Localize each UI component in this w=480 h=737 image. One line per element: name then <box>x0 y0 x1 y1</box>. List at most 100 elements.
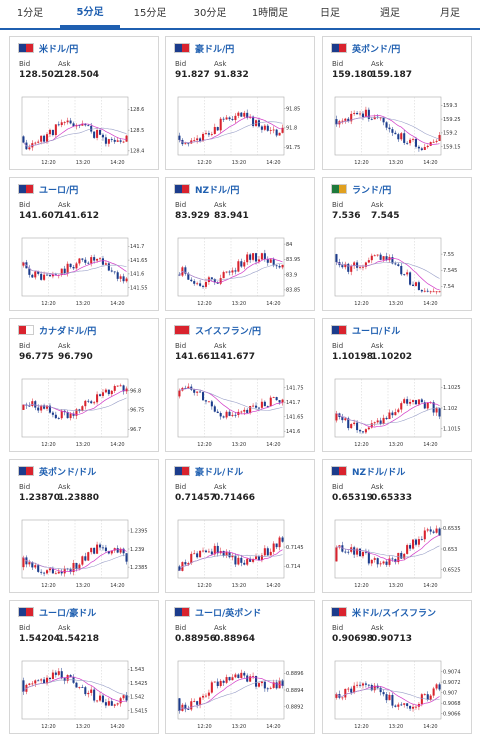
candle-body <box>403 274 406 276</box>
candlestick-chart: 0.7145 0.714 12:20 13:20 14:20 <box>177 519 304 589</box>
y-tick-label: 0.7145 <box>286 545 304 551</box>
candle-body <box>350 265 353 272</box>
rate-card[interactable]: ユーロ/英ポンド Bid Ask 0.889560.88964 0.8896 0.8894… <box>165 600 315 734</box>
candle-body <box>113 271 116 273</box>
pair-name[interactable]: 豪ドル/ドル <box>195 467 244 478</box>
rate-card[interactable]: 米ドル/円 Bid Ask 128.502128.504 128.6 128.5 128.4… <box>9 36 159 170</box>
rate-card[interactable]: 英ポンド/ドル Bid Ask 1.238701.23880 1.2395 1.239 1.… <box>9 459 159 593</box>
candle-body <box>353 685 356 693</box>
pair-name[interactable]: 米ドル/スイスフラン <box>352 608 437 619</box>
tab-3[interactable]: 30分足 <box>193 8 227 19</box>
card-header: 豪ドル/円 <box>174 42 235 55</box>
candle-body <box>119 385 122 387</box>
rate-card[interactable]: 豪ドル/円 Bid Ask 91.827 91.832 91.85 91.8 91.75 12:… <box>165 36 315 170</box>
mini-chart[interactable]: 0.9074 0.9072 0.907 0.9068 0.9066 12:20 13:20 1… <box>329 657 467 731</box>
mini-chart[interactable]: 141.75 141.7 141.65 141.6 12:20 13:20 14:20 <box>172 375 310 449</box>
tab-0[interactable]: 1分足 <box>16 8 44 19</box>
rate-card[interactable]: ユーロ/ドル Bid Ask 1.101981.10202 1.1025 1.102 1.1… <box>322 318 472 452</box>
y-tick-label: 1.2395 <box>130 529 148 535</box>
mini-chart[interactable]: 84 83.95 83.9 83.85 12:20 13:20 14:20 <box>172 234 310 308</box>
x-tick-label: 12:20 <box>41 442 55 448</box>
candle-body <box>87 692 90 695</box>
mini-chart[interactable]: 141.7 141.65 141.6 141.55 12:20 13:20 14:20 <box>16 234 154 308</box>
rate-card[interactable]: ランド/円 Bid Ask 7.536 7.545 7.55 7.545 7.54 12:20 1… <box>322 177 472 311</box>
y-tick-label: 91.8 <box>286 126 297 132</box>
flag-icon <box>331 466 347 476</box>
rate-card[interactable]: スイスフラン/円 Bid Ask 141.661141.677 141.75 141.7 1… <box>165 318 315 452</box>
mini-chart[interactable]: 0.8896 0.8894 0.8892 12:20 13:20 14:20 <box>172 657 310 731</box>
candle-body <box>376 558 379 565</box>
pair-name[interactable]: ユーロ/豪ドル <box>39 608 97 619</box>
mini-chart[interactable]: 128.6 128.5 128.4 12:20 13:20 14:20 <box>16 93 154 167</box>
candle-body <box>423 290 426 292</box>
mini-chart[interactable]: 7.55 7.545 7.54 12:20 13:20 14:20 <box>329 234 467 308</box>
mini-chart[interactable]: 0.6535 0.653 0.6525 12:20 13:20 14:20 <box>329 516 467 590</box>
tab-2[interactable]: 15分足 <box>133 8 167 19</box>
pair-name[interactable]: カナダドル/円 <box>39 326 97 337</box>
candle-body <box>116 548 119 553</box>
tab-1[interactable]: 5分足 <box>60 0 120 28</box>
candle-body <box>344 118 347 121</box>
candle-body <box>257 120 261 127</box>
ask-label: Ask <box>371 60 384 68</box>
rate-card[interactable]: ユーロ/豪ドル Bid Ask 1.542041.54218 1.543 1.5425 1.… <box>9 600 159 734</box>
pair-name[interactable]: ユーロ/ドル <box>352 326 401 337</box>
moving-average-line-long <box>336 688 440 701</box>
rate-card[interactable]: 豪ドル/ドル Bid Ask 0.714570.71466 0.7145 0.714 12:… <box>165 459 315 593</box>
pair-name[interactable]: スイスフラン/円 <box>195 326 262 337</box>
moving-average-line-long <box>336 116 440 140</box>
pair-name[interactable]: NZドル/ドル <box>352 467 406 478</box>
x-tick-label: 12:20 <box>41 160 55 166</box>
candle-body <box>243 112 246 117</box>
candle-body <box>228 411 231 416</box>
rate-card[interactable]: NZドル/ドル Bid Ask 0.653190.65333 0.6535 0.653 0.… <box>322 459 472 593</box>
candle-body <box>370 118 373 120</box>
rate-card[interactable]: 米ドル/スイスフラン Bid Ask 0.906980.90713 0.9074 0.90… <box>322 600 472 734</box>
candle-body <box>269 687 272 689</box>
candle-body <box>257 683 261 687</box>
candle-body <box>75 409 78 416</box>
candle-body <box>87 125 90 127</box>
pair-name[interactable]: 英ポンド/円 <box>352 44 401 55</box>
moving-average-line-long <box>179 680 283 712</box>
candle-body <box>107 139 110 144</box>
price-values: 83.929 83.941 <box>175 211 253 221</box>
candle-body <box>429 142 432 146</box>
mini-chart[interactable]: 0.7145 0.714 12:20 13:20 14:20 <box>172 516 310 590</box>
rate-card[interactable]: NZドル/円 Bid Ask 83.929 83.941 84 83.95 83.9 83.85… <box>165 177 315 311</box>
ask-value: 1.10202 <box>371 352 412 362</box>
candle-body <box>228 677 231 681</box>
mini-chart[interactable]: 1.543 1.5425 1.542 1.5415 12:20 13:20 14:20 <box>16 657 154 731</box>
rate-card[interactable]: カナダドル/円 Bid Ask 96.775 96.790 96.8 96.75 96.7 12… <box>9 318 159 452</box>
candle-body <box>84 687 87 695</box>
mini-chart[interactable]: 1.1025 1.102 1.1015 12:20 13:20 14:20 <box>329 375 467 449</box>
tab-4[interactable]: 1時間足 <box>251 8 289 19</box>
x-tick-label: 13:20 <box>389 442 403 448</box>
tab-6[interactable]: 週足 <box>380 8 400 19</box>
mini-chart[interactable]: 1.2395 1.239 1.2385 12:20 13:20 14:20 <box>16 516 154 590</box>
tab-5[interactable]: 日足 <box>320 8 340 19</box>
pair-name[interactable]: 豪ドル/円 <box>195 44 235 55</box>
candle-body <box>272 129 275 131</box>
candle-body <box>28 405 31 407</box>
tab-7[interactable]: 月足 <box>440 8 460 19</box>
pair-name[interactable]: 米ドル/円 <box>39 44 79 55</box>
y-tick-label: 0.6525 <box>443 568 461 574</box>
ask-value: 141.612 <box>58 211 99 221</box>
candle-body <box>199 550 202 558</box>
pair-name[interactable]: 英ポンド/ドル <box>39 467 97 478</box>
pair-name[interactable]: ユーロ/円 <box>39 185 79 196</box>
mini-chart[interactable]: 96.8 96.75 96.7 12:20 13:20 14:20 <box>16 375 154 449</box>
candle-body <box>426 145 429 148</box>
rate-card[interactable]: ユーロ/円 Bid Ask 141.607141.612 141.7 141.65 141.… <box>9 177 159 311</box>
pair-name[interactable]: NZドル/円 <box>195 185 240 196</box>
pair-name[interactable]: ユーロ/英ポンド <box>195 608 262 619</box>
rate-card[interactable]: 英ポンド/円 Bid Ask 159.180159.187 159.3 159.25 159… <box>322 36 472 170</box>
pair-name[interactable]: ランド/円 <box>352 185 392 196</box>
mini-chart[interactable]: 91.85 91.8 91.75 12:20 13:20 14:20 <box>172 93 310 167</box>
candle-body <box>196 138 199 141</box>
candle-body <box>432 291 435 293</box>
candle-body <box>358 430 362 432</box>
mini-chart[interactable]: 159.3 159.25 159.2 159.15 12:20 13:20 14:20 <box>329 93 467 167</box>
candle-body <box>364 551 367 553</box>
